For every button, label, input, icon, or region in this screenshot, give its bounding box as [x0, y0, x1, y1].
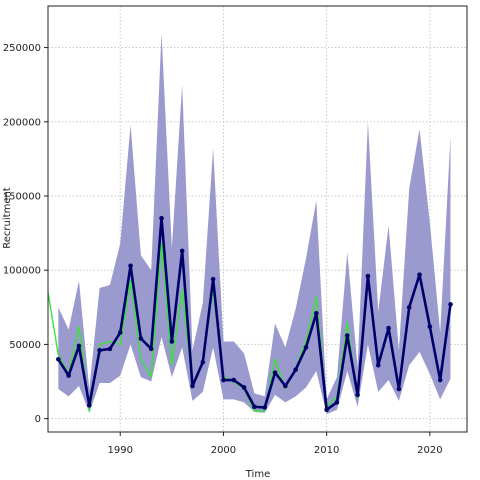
estimate-point: [303, 345, 309, 350]
estimate-point: [76, 343, 82, 349]
x-axis-title: Time: [245, 469, 270, 480]
estimate-point: [97, 348, 102, 353]
estimate-point: [138, 336, 144, 341]
y-axis-title: Recruitment: [2, 187, 13, 249]
estimate-point: [293, 367, 298, 372]
estimate-point: [56, 356, 61, 362]
estimate-point: [262, 405, 268, 410]
y-tick-label: 200000: [3, 117, 41, 128]
estimate-point: [200, 359, 206, 365]
estimate-point: [437, 377, 443, 383]
estimate-point: [355, 392, 360, 398]
estimate-point: [117, 330, 123, 335]
x-tick-label: 2020: [417, 445, 442, 456]
estimate-point: [107, 346, 113, 352]
estimate-point: [417, 272, 422, 277]
estimate-point: [210, 276, 216, 282]
estimate-point: [283, 383, 288, 389]
estimate-point: [148, 346, 154, 352]
estimate-point: [231, 377, 237, 383]
estimate-point: [334, 400, 340, 405]
estimate-point: [128, 263, 133, 269]
y-tick-label: 50000: [9, 340, 41, 351]
plot-frame: [47, 5, 468, 433]
estimate-point: [221, 377, 226, 383]
estimate-point: [448, 302, 453, 307]
estimate-point: [252, 404, 257, 410]
y-tick-label: 100000: [3, 266, 41, 277]
estimate-point: [169, 339, 175, 344]
estimate-point: [86, 402, 92, 408]
y-tick-label: 250000: [3, 43, 41, 54]
estimate-point: [179, 248, 185, 254]
x-tick-label: 2010: [314, 445, 339, 456]
estimate-point: [159, 215, 164, 221]
estimate-point: [427, 324, 433, 329]
estimate-point: [406, 305, 412, 310]
estimate-point: [344, 333, 350, 338]
estimate-point: [241, 385, 247, 390]
estimate-point: [272, 370, 278, 375]
estimate-series: [56, 215, 453, 413]
estimate-point: [375, 362, 381, 368]
estimate-point: [365, 273, 371, 279]
axes: 1990 2000 2010 2020 0 50000 100000 150000 200000…: [3, 43, 443, 456]
x-tick-label: 1990: [108, 445, 133, 456]
estimate-point: [396, 386, 402, 392]
y-tick-label: 0: [35, 414, 41, 425]
y-tick-label: 150000: [3, 191, 41, 202]
estimate-point: [66, 373, 71, 378]
estimate-point: [314, 310, 319, 316]
estimate-point: [386, 325, 391, 331]
x-tick-label: 2000: [211, 445, 236, 456]
estimate-point: [324, 407, 329, 413]
estimate-point: [190, 383, 195, 389]
